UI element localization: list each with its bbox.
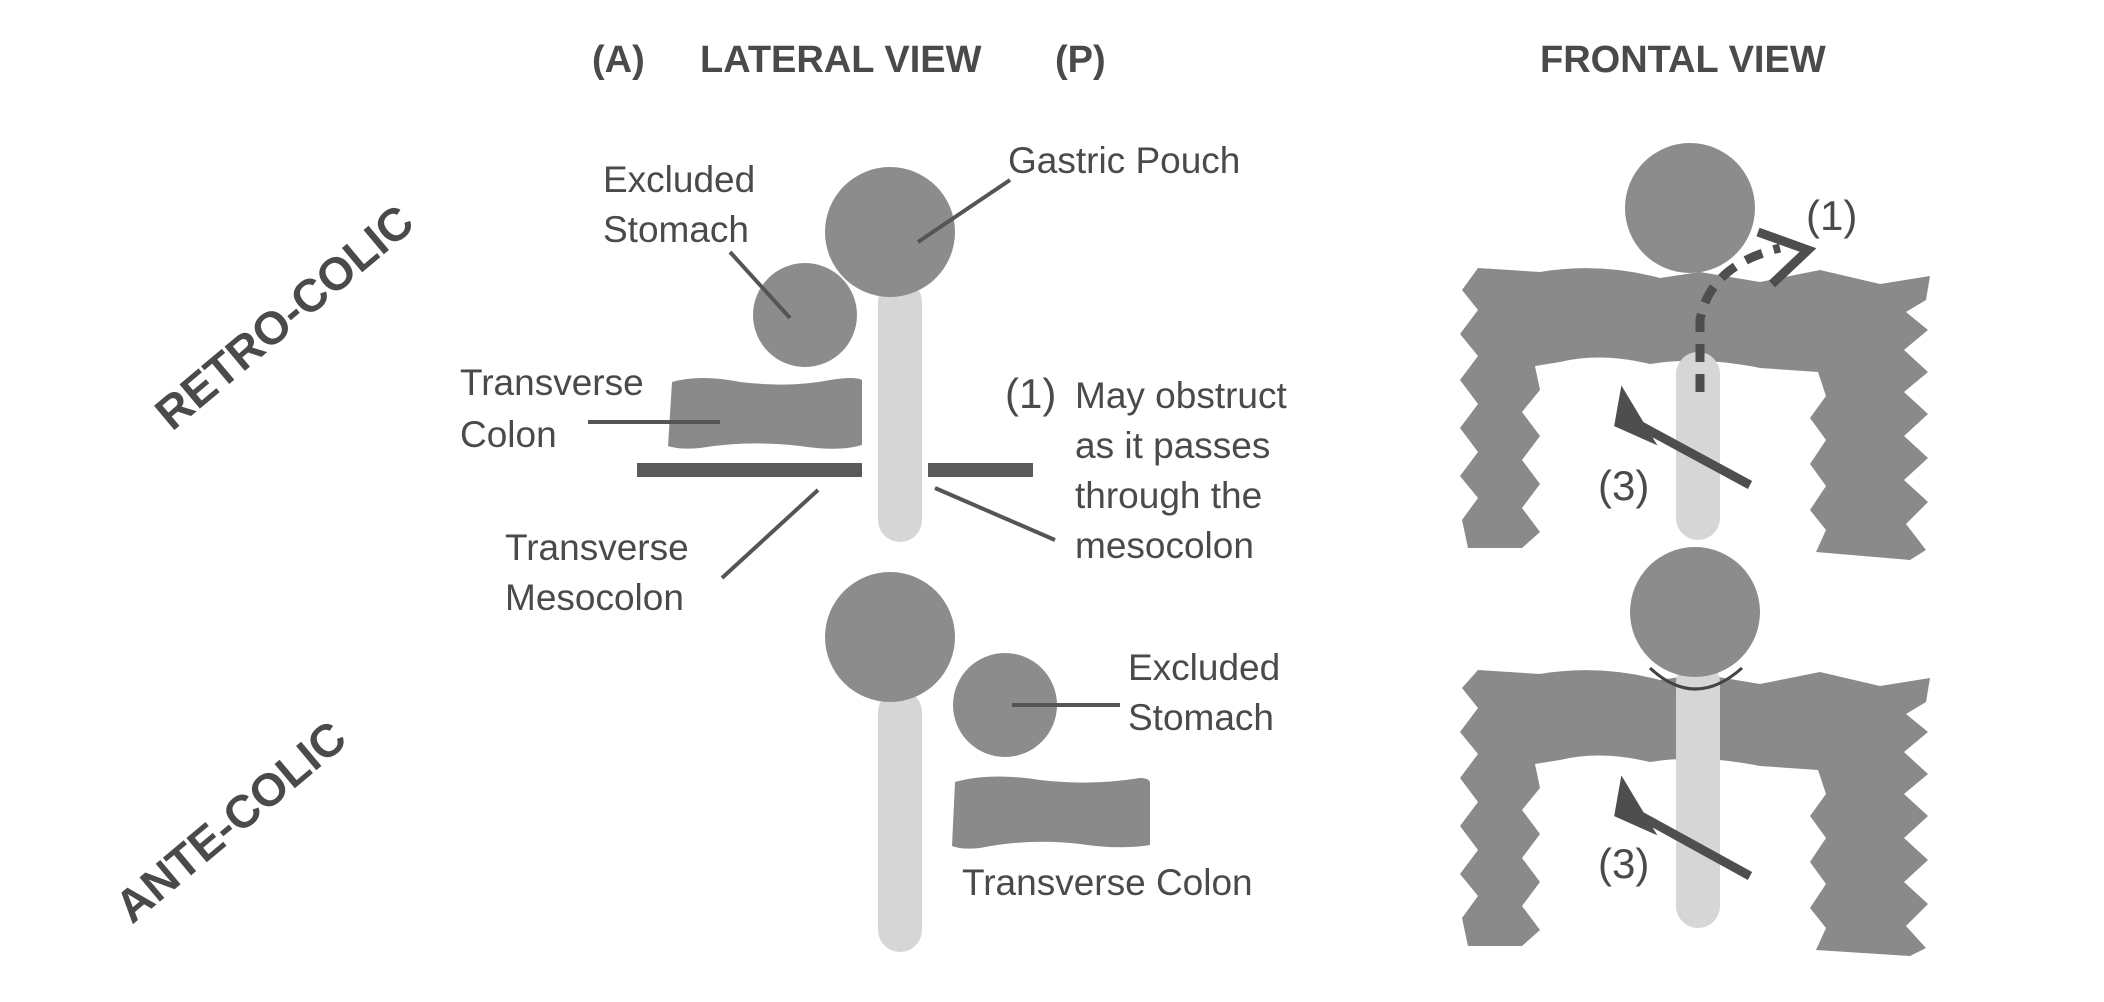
- hernia-arrowhead-3-ante: [1614, 775, 1658, 836]
- mesocolon-pointer: [720, 488, 820, 580]
- lateral-view-title: LATERAL VIEW: [700, 39, 982, 81]
- gastric-pouch: [825, 167, 955, 297]
- frontal-gastric-pouch-ante: [1630, 547, 1760, 677]
- excluded-stomach-label-line2: Stomach: [603, 209, 749, 250]
- transverse-colon-label-line2: Colon: [460, 414, 557, 455]
- gastric-pouch-pointer: [916, 178, 1012, 244]
- ante-colic-label: ANTE-COLIC: [105, 711, 356, 933]
- obstruction-pointer: [934, 486, 1056, 542]
- path-arrow-1: [1695, 243, 1782, 392]
- excluded-stomach-label-line1: Excluded: [603, 159, 755, 200]
- frontal-retro-colic: (1) (3): [1460, 143, 1930, 560]
- excluded-stomach-pointer: [728, 250, 792, 320]
- obstruction-text-line3: through the: [1075, 475, 1262, 516]
- lateral-retro-colic: Excluded Stomach Gastric Pouch Transvers…: [460, 140, 1288, 618]
- frontal-marker-3: (3): [1598, 462, 1649, 509]
- gastric-pouch-ante: [825, 572, 955, 702]
- retro-colic-label: RETRO-COLIC: [145, 195, 423, 440]
- mesocolon-label-line1: Transverse: [505, 527, 689, 568]
- mesocolon-label-line2: Mesocolon: [505, 577, 684, 618]
- excluded-stomach-ante: [953, 653, 1057, 757]
- roux-limb: [878, 280, 922, 542]
- transverse-colon-ante-label: Transverse Colon: [962, 862, 1253, 903]
- obstruction-text-line4: mesocolon: [1075, 525, 1254, 566]
- frontal-marker-1: (1): [1806, 192, 1857, 239]
- gastric-pouch-label: Gastric Pouch: [1008, 140, 1240, 181]
- obstruction-number: (1): [1005, 370, 1056, 417]
- frontal-ante-colic: (3): [1460, 547, 1930, 956]
- path-arrowhead-1: [1756, 227, 1817, 288]
- excluded-stomach-ante-label-line1: Excluded: [1128, 647, 1280, 688]
- excluded-stomach: [753, 263, 857, 367]
- obstruction-text-line2: as it passes: [1075, 425, 1270, 466]
- hernia-arrowhead-3: [1614, 385, 1658, 446]
- frontal-ante-marker-3: (3): [1598, 840, 1649, 887]
- obstruction-text-line1: May obstruct: [1075, 375, 1288, 416]
- hernia-arrow-3-ante: [1627, 806, 1753, 880]
- pouch-outline: [1648, 666, 1743, 691]
- lateral-ante-colic: Excluded Stomach Transverse Colon: [825, 572, 1280, 952]
- roux-limb-ante: [878, 690, 922, 952]
- transverse-colon-ante: [952, 776, 1150, 849]
- excluded-stomach-ante-label-line2: Stomach: [1128, 697, 1274, 738]
- frontal-gastric-pouch: [1625, 143, 1755, 273]
- frontal-colon: [1460, 268, 1930, 560]
- frontal-roux-limb-ante: [1676, 660, 1720, 928]
- frontal-roux-limb: [1676, 352, 1720, 540]
- posterior-label: (P): [1055, 39, 1106, 81]
- transverse-colon-label-line1: Transverse: [460, 362, 644, 403]
- frontal-colon-ante: [1460, 670, 1930, 956]
- anterior-label: (A): [592, 39, 645, 81]
- frontal-view-title: FRONTAL VIEW: [1540, 39, 1826, 81]
- transverse-colon: [668, 378, 862, 449]
- hernia-arrow-3: [1627, 416, 1753, 489]
